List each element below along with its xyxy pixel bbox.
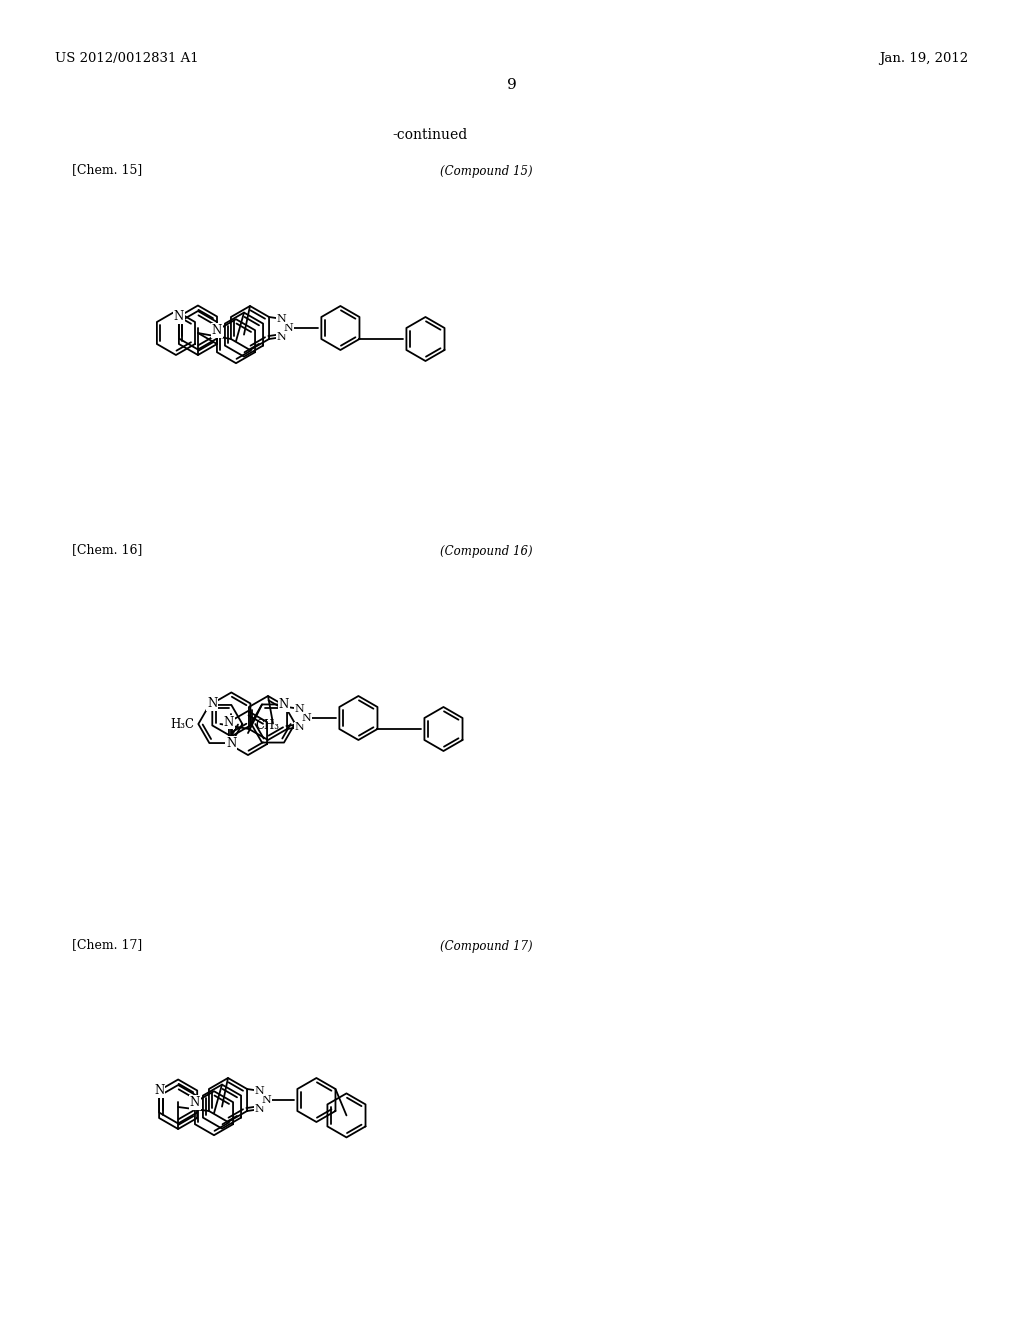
Text: N: N: [276, 314, 286, 323]
Text: US 2012/0012831 A1: US 2012/0012831 A1: [55, 51, 199, 65]
Text: 9: 9: [507, 78, 517, 92]
Text: N: N: [254, 1105, 264, 1114]
Text: H₃C: H₃C: [170, 718, 195, 730]
Text: Jan. 19, 2012: Jan. 19, 2012: [879, 51, 968, 65]
Text: (Compound 17): (Compound 17): [440, 940, 532, 953]
Text: (Compound 15): (Compound 15): [440, 165, 532, 178]
Text: N: N: [294, 704, 304, 714]
Text: N: N: [207, 697, 217, 710]
Text: N: N: [284, 323, 293, 333]
Text: N: N: [226, 737, 237, 750]
Text: [Chem. 16]: [Chem. 16]: [72, 543, 142, 556]
Text: N: N: [224, 715, 234, 729]
Text: N: N: [254, 1086, 264, 1096]
Text: N: N: [154, 1084, 164, 1097]
Text: -continued: -continued: [392, 128, 468, 143]
Text: N: N: [189, 1096, 200, 1109]
Text: N: N: [261, 1096, 271, 1105]
Text: N: N: [212, 323, 222, 337]
Text: [Chem. 17]: [Chem. 17]: [72, 939, 142, 950]
Text: N: N: [276, 333, 286, 342]
Text: N: N: [294, 722, 304, 733]
Text: N: N: [301, 713, 311, 723]
Text: N: N: [279, 698, 289, 711]
Text: CH₃: CH₃: [255, 719, 279, 733]
Text: [Chem. 15]: [Chem. 15]: [72, 162, 142, 176]
Text: (Compound 16): (Compound 16): [440, 545, 532, 558]
Text: N: N: [174, 310, 184, 323]
